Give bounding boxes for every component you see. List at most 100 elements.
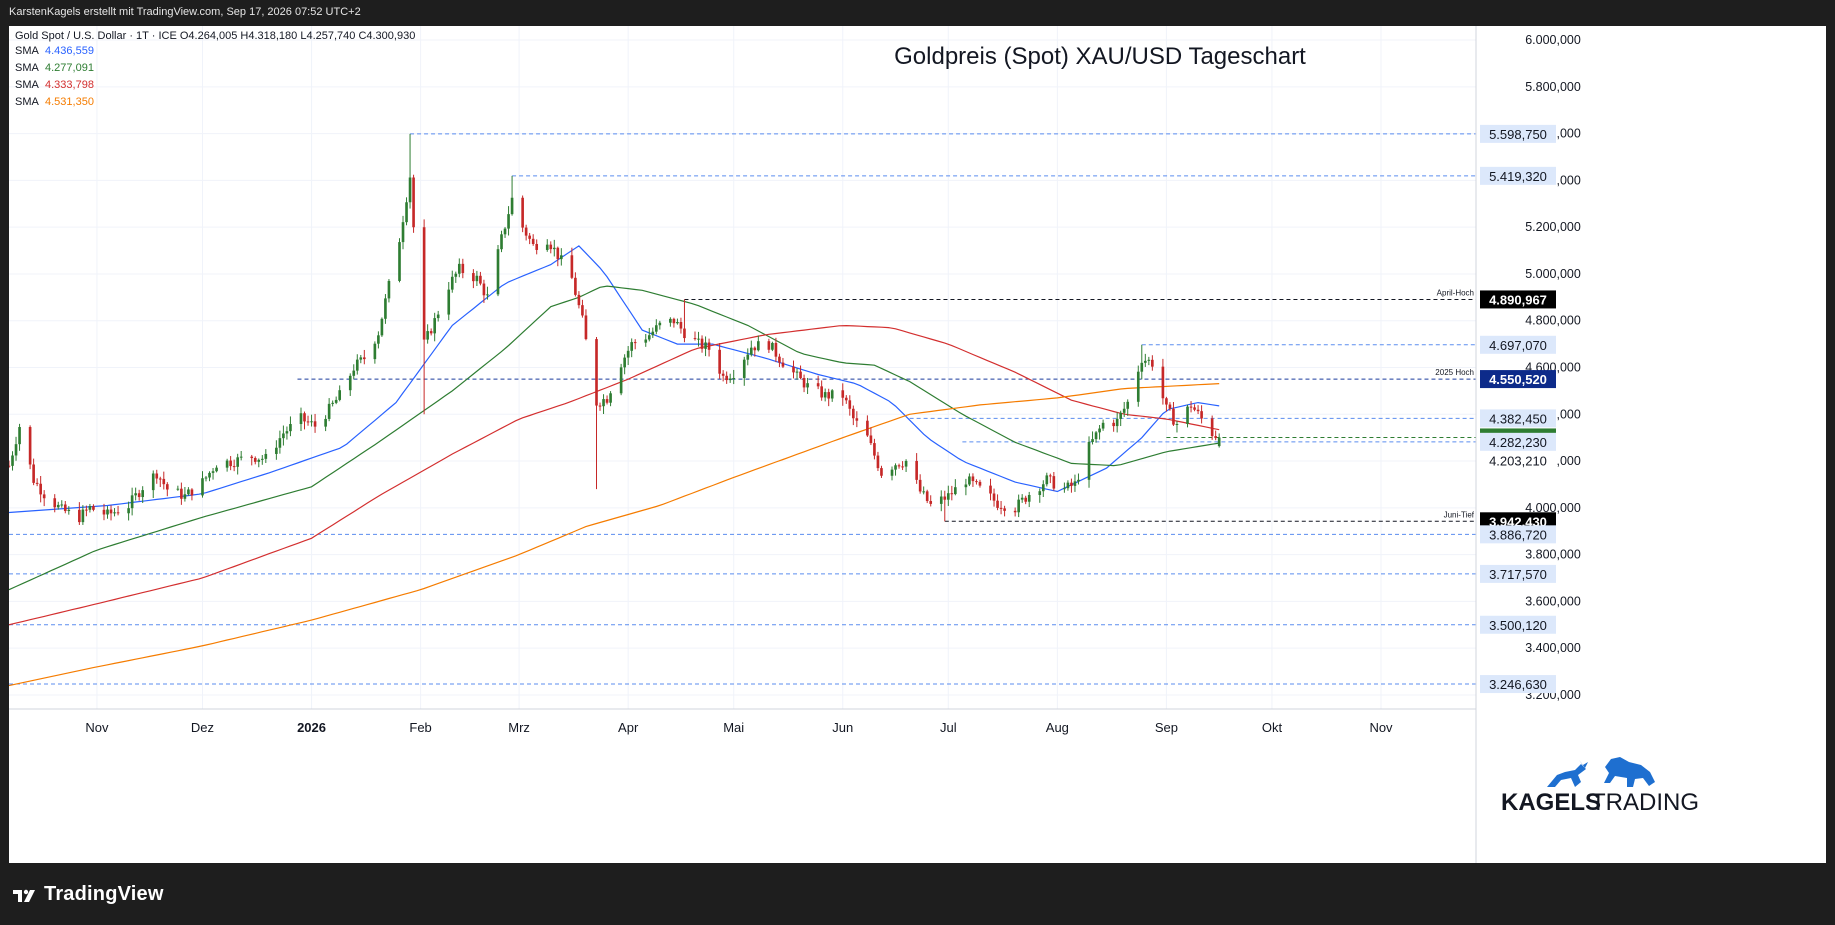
candle[interactable]: [239, 456, 243, 458]
candle[interactable]: [851, 408, 855, 419]
candle[interactable]: [1175, 423, 1179, 425]
candle[interactable]: [60, 504, 64, 506]
candle[interactable]: [331, 402, 334, 404]
candle[interactable]: [327, 403, 331, 419]
candle[interactable]: [799, 371, 802, 379]
candle[interactable]: [897, 465, 901, 467]
candle[interactable]: [918, 479, 922, 492]
candle[interactable]: [457, 263, 461, 274]
candle[interactable]: [377, 335, 380, 344]
candle[interactable]: [355, 359, 359, 371]
candle[interactable]: [81, 509, 85, 523]
time-axis[interactable]: Nov Dez 2026 Feb Mrz Apr Mai Jun Jul Aug Sep Okt Nov: [9, 708, 1476, 735]
sma-line[interactable]: [9, 285, 1220, 591]
candle[interactable]: [450, 276, 454, 290]
candle[interactable]: [1017, 499, 1020, 513]
candle[interactable]: [486, 294, 489, 296]
candle[interactable]: [63, 504, 67, 512]
price-level-tag[interactable]: 4.697,070: [1480, 335, 1556, 354]
candle[interactable]: [623, 357, 626, 368]
candle[interactable]: [683, 328, 686, 339]
candle[interactable]: [106, 509, 109, 515]
candle[interactable]: [999, 507, 1003, 509]
price-level-tag[interactable]: 3.500,120: [1480, 615, 1556, 634]
candle[interactable]: [253, 458, 257, 462]
price-level-tag[interactable]: 3.886,720: [1480, 525, 1556, 544]
candle[interactable]: [774, 342, 778, 357]
candle[interactable]: [644, 339, 648, 343]
candle[interactable]: [348, 375, 352, 391]
candle[interactable]: [362, 357, 366, 360]
candle[interactable]: [602, 399, 605, 407]
candle[interactable]: [749, 347, 753, 355]
candle[interactable]: [693, 338, 697, 340]
candle[interactable]: [1126, 401, 1130, 409]
candle[interactable]: [669, 318, 672, 323]
candle[interactable]: [500, 234, 503, 250]
candle[interactable]: [549, 244, 553, 250]
candle[interactable]: [479, 275, 482, 284]
candle[interactable]: [1186, 406, 1189, 424]
candle[interactable]: [577, 294, 581, 306]
candle[interactable]: [190, 489, 194, 496]
candle[interactable]: [429, 331, 433, 334]
candle[interactable]: [1052, 476, 1056, 489]
candle[interactable]: [215, 467, 218, 472]
candle[interactable]: [158, 478, 162, 480]
candle[interactable]: [373, 343, 377, 360]
candle[interactable]: [939, 496, 943, 504]
candle[interactable]: [275, 447, 278, 454]
candle[interactable]: [39, 483, 42, 495]
candle[interactable]: [1200, 411, 1203, 419]
candle[interactable]: [1143, 360, 1147, 363]
candle[interactable]: [700, 338, 704, 349]
candle[interactable]: [204, 477, 208, 479]
candle[interactable]: [619, 367, 623, 394]
candle[interactable]: [820, 386, 823, 398]
candle[interactable]: [1066, 482, 1070, 489]
candle[interactable]: [823, 392, 827, 398]
candle[interactable]: [180, 488, 183, 499]
candle[interactable]: [282, 433, 285, 439]
candle[interactable]: [359, 357, 363, 360]
candle[interactable]: [127, 508, 130, 514]
candle[interactable]: [338, 390, 342, 400]
candle[interactable]: [412, 177, 415, 228]
candle[interactable]: [742, 359, 746, 378]
candle[interactable]: [229, 460, 232, 467]
candle[interactable]: [950, 493, 954, 495]
candle[interactable]: [11, 455, 14, 466]
candle[interactable]: [352, 370, 356, 376]
candle[interactable]: [299, 413, 303, 425]
candle[interactable]: [560, 255, 563, 260]
candle[interactable]: [802, 378, 806, 388]
candle[interactable]: [1045, 475, 1049, 485]
candle[interactable]: [598, 405, 602, 407]
candle[interactable]: [422, 227, 426, 340]
candle[interactable]: [35, 482, 39, 484]
candle[interactable]: [208, 472, 211, 478]
candle[interactable]: [408, 177, 412, 203]
candle[interactable]: [1112, 422, 1115, 427]
candle[interactable]: [929, 501, 933, 504]
price-level-tag[interactable]: 4.550,520: [1480, 370, 1556, 389]
candle[interactable]: [334, 399, 338, 403]
candle[interactable]: [968, 476, 971, 485]
candle[interactable]: [134, 493, 137, 496]
candle[interactable]: [187, 489, 190, 495]
candle[interactable]: [855, 418, 859, 421]
candle[interactable]: [535, 243, 539, 250]
candle[interactable]: [1172, 408, 1175, 425]
candle[interactable]: [1038, 491, 1042, 496]
candle[interactable]: [964, 484, 968, 488]
candle[interactable]: [1091, 439, 1094, 442]
candle[interactable]: [848, 400, 852, 409]
candle[interactable]: [1161, 366, 1165, 399]
candle[interactable]: [721, 373, 725, 376]
candle[interactable]: [767, 341, 771, 350]
price-level-tag[interactable]: 4.282,230: [1480, 432, 1556, 451]
candle[interactable]: [426, 331, 429, 340]
candle[interactable]: [978, 481, 982, 486]
candle[interactable]: [792, 366, 795, 373]
